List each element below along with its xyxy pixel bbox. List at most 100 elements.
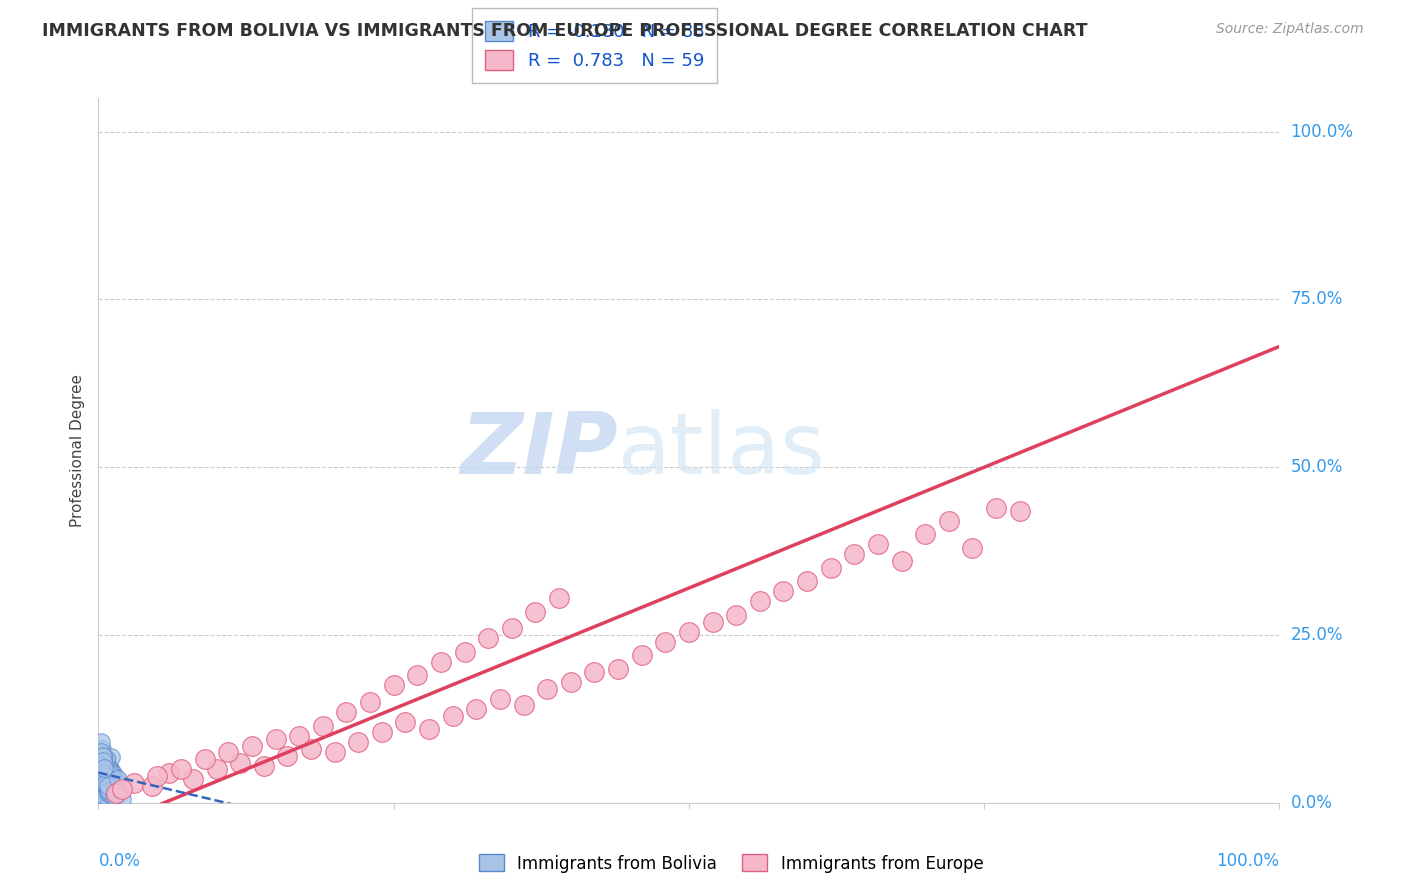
Point [94,772,117,787]
Point [97,759,120,773]
Point [418,722,440,736]
Point [501,621,523,635]
Point [93,756,115,771]
Point [772,584,794,599]
Point [312,718,335,732]
Point [100,765,122,780]
Point [91,748,114,763]
Point [217,746,239,760]
Point [96,789,118,803]
Point [94,786,117,800]
Text: 0.0%: 0.0% [1291,794,1333,812]
Point [96,752,118,766]
Point [93,767,115,781]
Point [97,783,120,797]
Point [890,554,912,568]
Point [96,783,118,797]
Point [962,541,984,555]
Point [93,775,115,789]
Point [1008,504,1031,518]
Point [101,765,124,780]
Text: 50.0%: 50.0% [1291,458,1343,476]
Legend: R = -0.180   N = 88, R =  0.783   N = 59: R = -0.180 N = 88, R = 0.783 N = 59 [472,9,717,83]
Point [93,779,115,793]
Point [914,527,936,541]
Point [98,786,121,800]
Point [94,756,117,770]
Point [111,792,134,806]
Point [91,769,114,783]
Point [194,752,217,766]
Point [630,648,652,662]
Point [93,770,115,784]
Point [122,775,145,789]
Point [96,777,118,791]
Point [90,774,112,789]
Point [107,772,129,787]
Point [94,779,117,793]
Point [98,783,121,797]
Point [91,750,114,764]
Point [91,788,114,802]
Point [984,500,1007,515]
Text: IMMIGRANTS FROM BOLIVIA VS IMMIGRANTS FROM EUROPE PROFESSIONAL DEGREE CORRELATIO: IMMIGRANTS FROM BOLIVIA VS IMMIGRANTS FR… [42,22,1088,40]
Point [91,777,114,791]
Text: ZIP: ZIP [460,409,619,492]
Point [103,789,125,803]
Point [98,786,121,800]
Text: 100.0%: 100.0% [1291,123,1354,141]
Point [359,695,381,709]
Point [382,678,405,692]
Point [90,775,112,789]
Point [91,783,114,797]
Point [240,739,263,753]
Point [89,780,111,795]
Point [938,514,960,528]
Point [90,746,112,760]
Point [91,754,114,768]
Point [91,756,114,770]
Point [96,770,118,784]
Point [101,779,124,793]
Point [866,537,889,551]
Point [91,782,114,797]
Point [98,767,121,781]
Point [98,783,121,797]
Point [104,770,127,784]
Point [276,748,298,763]
Point [97,780,120,795]
Point [93,761,115,775]
Point [512,698,534,713]
Point [93,775,115,789]
Text: 25.0%: 25.0% [1291,626,1343,644]
Point [725,607,748,622]
Point [94,752,117,766]
Point [93,772,115,787]
Point [91,762,114,776]
Point [111,782,134,797]
Point [100,789,122,803]
Point [430,655,453,669]
Point [93,782,115,797]
Point [441,708,464,723]
Y-axis label: Professional Degree: Professional Degree [70,374,86,527]
Point [98,783,121,797]
Point [157,765,180,780]
Point [465,702,488,716]
Point [97,782,120,797]
Point [90,747,112,762]
Point [583,665,606,679]
Point [105,786,128,800]
Point [91,772,114,787]
Point [91,788,114,802]
Point [394,715,416,730]
Point [181,772,204,787]
Point [100,750,122,764]
Text: 0.0%: 0.0% [98,852,141,870]
Point [93,779,115,793]
Point [94,786,117,800]
Point [90,735,112,749]
Point [91,764,114,778]
Point [678,624,700,639]
Point [90,759,112,773]
